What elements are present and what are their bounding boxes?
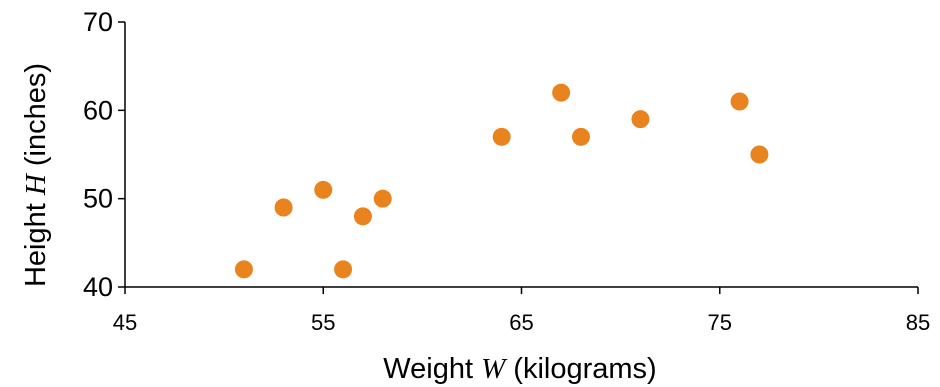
x-axis-title-unit: (kilograms) [505,353,656,385]
y-tick-label: 40 [83,272,113,302]
x-tick-label: 55 [311,310,335,335]
x-axis-title-text: Weight [383,353,481,385]
data-point [353,207,372,226]
data-point [373,189,392,208]
axes [118,21,919,294]
tick-labels: 45 55 65 75 85 40 50 60 70 [83,7,930,335]
data-point [492,127,511,146]
x-axis-variable: W [481,353,508,385]
y-tick-label: 70 [83,7,113,37]
data-point [334,260,353,279]
data-point [314,180,333,199]
x-tick-label: 65 [509,310,533,335]
data-point [730,92,749,111]
data-point [631,110,650,129]
data-point [552,83,571,102]
y-axis-variable: H [20,172,52,196]
x-tick-label: 85 [906,310,930,335]
data-point [274,198,293,217]
y-axis-title: Height H (inches) [20,63,52,287]
data-point [234,260,253,279]
y-tick-label: 60 [83,95,113,125]
x-tick-label: 45 [113,310,137,335]
data-points [234,83,769,279]
x-axis-title: Weight W (kilograms) [383,353,656,385]
y-axis-title-text: Height [20,195,52,287]
y-axis-title-unit: (inches) [20,63,52,174]
x-tick-label: 75 [708,310,732,335]
data-point [571,127,590,146]
y-tick-label: 50 [83,184,113,214]
data-point [750,145,769,164]
